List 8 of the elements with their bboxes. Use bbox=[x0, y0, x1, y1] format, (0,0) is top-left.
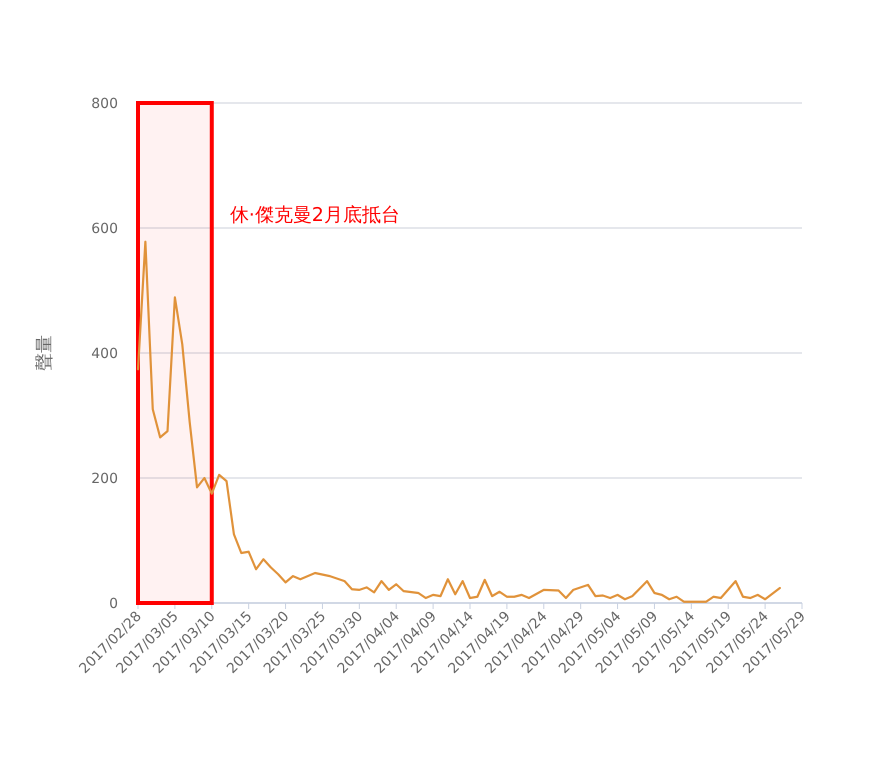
line-series bbox=[136, 240, 781, 603]
y-tick-label: 800 bbox=[91, 96, 118, 112]
band-label: 休·傑克曼2月底抵台 bbox=[230, 204, 400, 226]
y-tick-label: 600 bbox=[91, 220, 118, 237]
y-tick-label: 0 bbox=[109, 596, 118, 612]
y-tick-label: 400 bbox=[91, 346, 118, 362]
y-axis-title: 聲量 bbox=[34, 335, 55, 371]
y-tick-label: 200 bbox=[91, 470, 118, 487]
